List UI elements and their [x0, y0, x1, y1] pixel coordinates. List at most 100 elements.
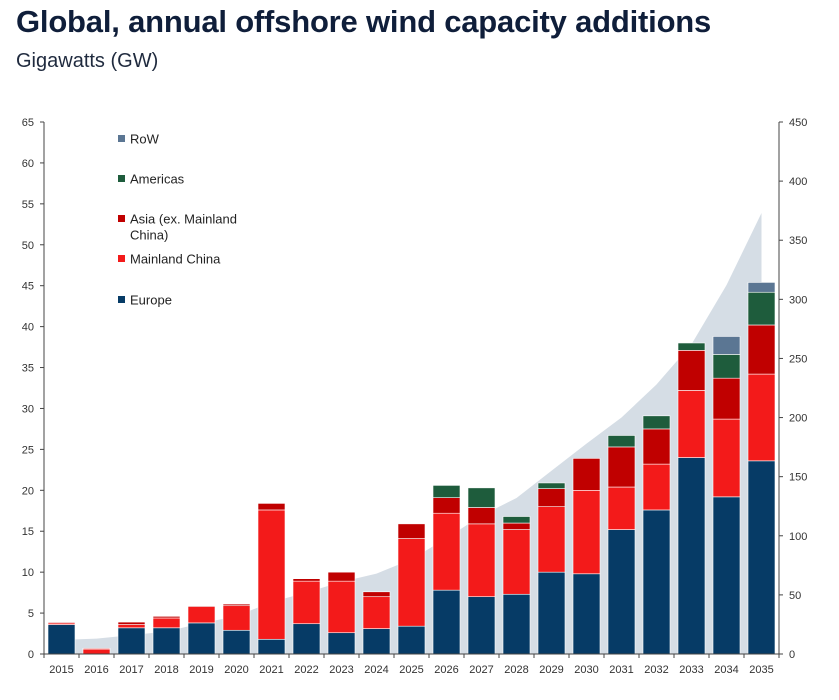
bar-segment-2025-europe [397, 625, 426, 655]
bar-segment-2028-europe [502, 593, 531, 655]
x-tick-label: 2026 [434, 664, 458, 676]
y2-tick-label: 0 [789, 649, 795, 661]
bar-segment-2030-mainland-china [572, 490, 601, 575]
bar-segment-2027-asia-ex-mainland-china [467, 507, 496, 525]
bar-segment-2031-mainland-china [607, 486, 636, 530]
y-tick-label: 45 [22, 281, 34, 293]
bar-segment-2033-americas [677, 342, 706, 351]
bar-segment-2032-europe [642, 509, 671, 655]
x-tick-label: 2022 [294, 664, 318, 676]
legend-label: Mainland China [130, 252, 221, 267]
bar-segment-2029-europe [537, 571, 566, 655]
legend-swatch [118, 135, 125, 142]
bar-segment-2031-americas [607, 435, 636, 448]
x-tick-label: 2018 [154, 664, 178, 676]
bar-segment-2022-europe [292, 623, 321, 655]
bar-segment-2035-mainland-china [747, 373, 776, 462]
legend-item-row: RoW [118, 132, 160, 147]
x-tick-label: 2023 [329, 664, 353, 676]
bar-segment-2034-row [712, 336, 741, 355]
x-tick-label: 2017 [119, 664, 143, 676]
bar-segment-2018-europe [152, 627, 181, 655]
x-tick-label: 2027 [469, 664, 493, 676]
bar-segment-2035-asia-ex-mainland-china [747, 324, 776, 375]
y-tick-label: 60 [22, 158, 34, 170]
x-tick-label: 2015 [49, 664, 73, 676]
legend-label: RoW [130, 132, 160, 147]
bar-segment-2027-mainland-china [467, 523, 496, 597]
x-tick-label: 2016 [84, 664, 108, 676]
y2-tick-label: 350 [789, 235, 807, 247]
y-tick-label: 10 [22, 567, 34, 579]
y-tick-label: 0 [28, 649, 34, 661]
x-tick-label: 2019 [189, 664, 213, 676]
x-tick-label: 2032 [644, 664, 668, 676]
legend-swatch [118, 296, 125, 303]
x-tick-label: 2028 [504, 664, 528, 676]
bar-segment-2034-europe [712, 496, 741, 655]
x-tick-label: 2034 [714, 664, 738, 676]
bar-segment-2020-mainland-china [222, 605, 251, 631]
bar-segment-2019-mainland-china [187, 606, 216, 624]
chart-title: Global, annual offshore wind capacity ad… [16, 4, 712, 39]
x-tick-label: 2035 [749, 664, 773, 676]
bar-segment-2026-mainland-china [432, 512, 461, 591]
y2-tick-label: 300 [789, 294, 807, 306]
bar-segment-2032-mainland-china [642, 463, 671, 511]
bar-segment-2025-mainland-china [397, 538, 426, 627]
y-tick-label: 20 [22, 485, 34, 497]
y2-tick-label: 150 [789, 472, 807, 484]
bar-segment-2022-asia-ex-mainland-china [292, 578, 321, 582]
legend-item-americas: Americas [118, 172, 185, 187]
bar-segment-2018-asia-ex-mainland-china [152, 616, 181, 619]
legend-swatch [118, 175, 125, 182]
x-tick-label: 2025 [399, 664, 423, 676]
bar-segment-2020-europe [222, 629, 251, 655]
bar-segment-2034-asia-ex-mainland-china [712, 377, 741, 420]
y2-tick-label: 400 [789, 176, 807, 188]
bar-segment-2021-asia-ex-mainland-china [257, 503, 286, 511]
bar-segment-2023-mainland-china [327, 580, 356, 634]
y2-tick-label: 50 [789, 590, 801, 602]
bar-segment-2025-asia-ex-mainland-china [397, 523, 426, 539]
x-tick-label: 2029 [539, 664, 563, 676]
axes-layer: 0510152025303540455055606505010015020025… [22, 117, 808, 676]
legend-item-mainland-china: Mainland China [118, 252, 221, 267]
bar-segment-2028-asia-ex-mainland-china [502, 522, 531, 530]
y-tick-label: 5 [28, 608, 34, 620]
y2-tick-label: 250 [789, 353, 807, 365]
bar-segment-2018-mainland-china [152, 617, 181, 629]
bar-segment-2030-europe [572, 573, 601, 655]
bar-segment-2024-asia-ex-mainland-china [362, 591, 391, 598]
legend-swatch [118, 255, 125, 262]
bars-layer [47, 282, 776, 655]
bar-segment-2033-asia-ex-mainland-china [677, 350, 706, 391]
bar-segment-2021-mainland-china [257, 509, 286, 640]
bar-segment-2017-europe [117, 627, 146, 655]
y-tick-label: 40 [22, 322, 34, 334]
bar-segment-2031-europe [607, 529, 636, 655]
y-tick-label: 50 [22, 240, 34, 252]
x-tick-label: 2024 [364, 664, 388, 676]
bar-segment-2033-europe [677, 457, 706, 655]
bar-segment-2033-mainland-china [677, 390, 706, 458]
bar-segment-2027-europe [467, 596, 496, 655]
bar-segment-2016-mainland-china [82, 648, 111, 655]
legend-label: Asia (ex. Mainland [130, 212, 237, 227]
bar-segment-2017-mainland-china [117, 624, 146, 629]
bar-segment-2017-asia-ex-mainland-china [117, 621, 146, 625]
y-tick-label: 30 [22, 403, 34, 415]
bar-segment-2016-asia-ex-mainland-china [82, 647, 111, 650]
bar-segment-2029-asia-ex-mainland-china [537, 488, 566, 507]
bar-segment-2035-europe [747, 460, 776, 655]
bar-segment-2015-asia-ex-mainland-china [47, 621, 76, 624]
bar-segment-2024-europe [362, 628, 391, 655]
legend-swatch [118, 215, 125, 222]
legend-item-europe: Europe [118, 293, 172, 308]
bar-segment-2034-mainland-china [712, 418, 741, 498]
bar-segment-2023-asia-ex-mainland-china [327, 571, 356, 582]
bar-segment-2034-americas [712, 354, 741, 379]
